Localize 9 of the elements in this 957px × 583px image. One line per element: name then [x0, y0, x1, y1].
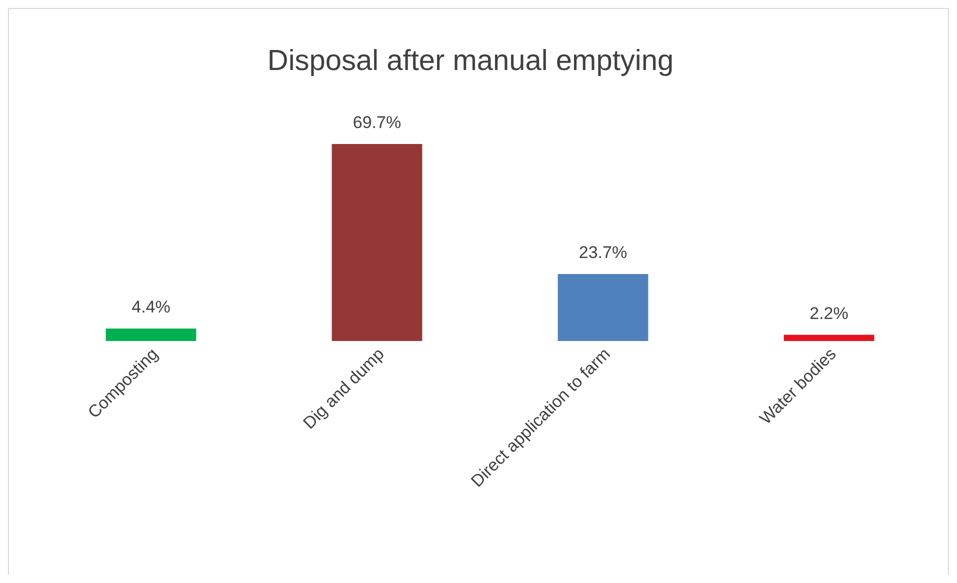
- data-label: 69.7%: [352, 113, 402, 132]
- bar: [332, 144, 422, 341]
- chart-title: Disposal after manual emptying: [267, 45, 674, 77]
- bar: [106, 328, 196, 341]
- bar: [558, 274, 648, 341]
- bar: [784, 334, 874, 341]
- data-label: 4.4%: [132, 298, 170, 317]
- data-label: 2.2%: [810, 304, 848, 323]
- data-label: 23.7%: [578, 243, 628, 262]
